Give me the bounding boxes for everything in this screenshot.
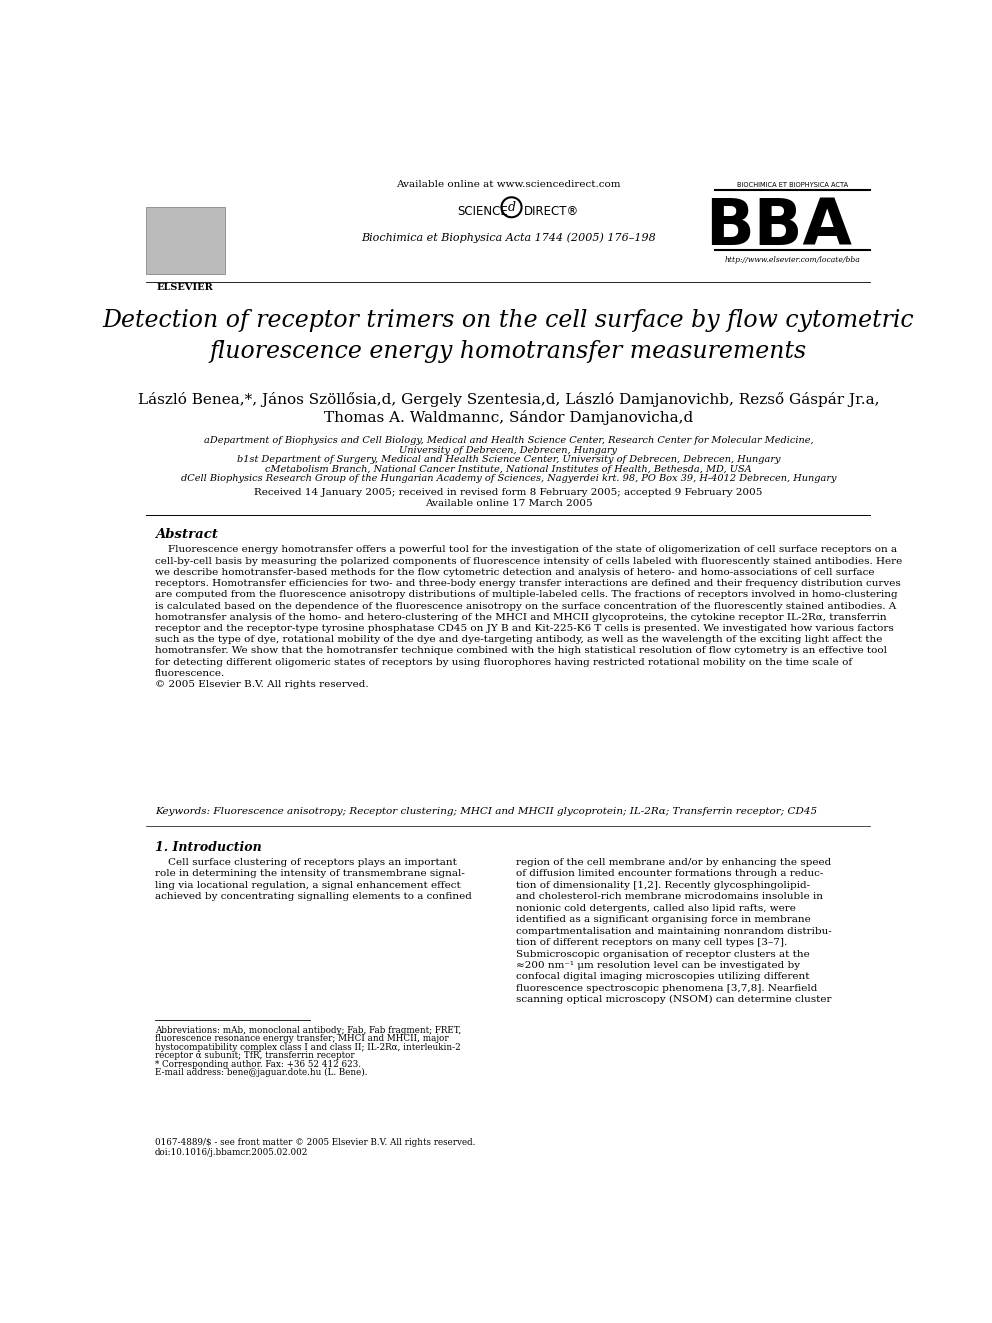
Text: d: d: [508, 201, 516, 214]
Text: hystocompatibility complex class I and class II; IL-2Rα, interleukin-2: hystocompatibility complex class I and c…: [155, 1043, 460, 1052]
Text: BIOCHIMICA ET BIOPHYSICA ACTA: BIOCHIMICA ET BIOPHYSICA ACTA: [737, 181, 848, 188]
Text: b1st Department of Surgery, Medical and Health Science Center, University of Deb: b1st Department of Surgery, Medical and …: [237, 455, 780, 464]
Text: aDepartment of Biophysics and Cell Biology, Medical and Health Science Center, R: aDepartment of Biophysics and Cell Biolo…: [203, 437, 813, 445]
Text: doi:10.1016/j.bbamcr.2005.02.002: doi:10.1016/j.bbamcr.2005.02.002: [155, 1148, 309, 1158]
Text: Biochimica et Biophysica Acta 1744 (2005) 176–198: Biochimica et Biophysica Acta 1744 (2005…: [361, 233, 656, 243]
Text: region of the cell membrane and/or by enhancing the speed
of diffusion limited e: region of the cell membrane and/or by en…: [516, 857, 832, 1004]
Text: fluorescence resonance energy transfer; MHCI and MHCII, major: fluorescence resonance energy transfer; …: [155, 1035, 448, 1044]
Text: Fluorescence energy homotransfer offers a powerful tool for the investigation of: Fluorescence energy homotransfer offers …: [155, 545, 903, 689]
Text: Available online 17 March 2005: Available online 17 March 2005: [425, 499, 592, 508]
Text: * Corresponding author. Fax: +36 52 412 623.: * Corresponding author. Fax: +36 52 412 …: [155, 1060, 361, 1069]
Text: http://www.elsevier.com/locate/bba: http://www.elsevier.com/locate/bba: [725, 255, 861, 263]
Text: László Benea,*, János Szöllősia,d, Gergely Szentesia,d, László Damjanovichb, Rez: László Benea,*, János Szöllősia,d, Gerge…: [138, 392, 879, 407]
Text: receptor α subunit; TfR, transferrin receptor: receptor α subunit; TfR, transferrin rec…: [155, 1052, 354, 1060]
Text: ELSEVIER: ELSEVIER: [157, 283, 213, 292]
FancyBboxPatch shape: [146, 206, 225, 274]
Text: Abstract: Abstract: [155, 528, 218, 541]
Text: Thomas A. Waldmannc, Sándor Damjanovicha,d: Thomas A. Waldmannc, Sándor Damjanovicha…: [323, 410, 693, 425]
Text: 1. Introduction: 1. Introduction: [155, 841, 262, 853]
Text: SCIENCE: SCIENCE: [457, 205, 508, 217]
Text: 0167-4889/$ - see front matter © 2005 Elsevier B.V. All rights reserved.: 0167-4889/$ - see front matter © 2005 El…: [155, 1138, 475, 1147]
Text: University of Debrecen, Debrecen, Hungary: University of Debrecen, Debrecen, Hungar…: [400, 446, 617, 455]
Text: BBA: BBA: [705, 196, 852, 258]
Text: Cell surface clustering of receptors plays an important
role in determining the : Cell surface clustering of receptors pla…: [155, 857, 472, 901]
Text: DIRECT®: DIRECT®: [524, 205, 579, 217]
Text: Received 14 January 2005; received in revised form 8 February 2005; accepted 9 F: Received 14 January 2005; received in re…: [254, 488, 763, 497]
Text: Abbreviations: mAb, monoclonal antibody; Fab, Fab fragment; FRET,: Abbreviations: mAb, monoclonal antibody;…: [155, 1025, 461, 1035]
Text: cMetabolism Branch, National Cancer Institute, National Institutes of Health, Be: cMetabolism Branch, National Cancer Inst…: [265, 464, 752, 474]
Text: Detection of receptor trimers on the cell surface by flow cytometric
fluorescenc: Detection of receptor trimers on the cel…: [102, 308, 915, 363]
Text: E-mail address: bene@jaguar.dote.hu (L. Bene).: E-mail address: bene@jaguar.dote.hu (L. …: [155, 1068, 367, 1077]
Text: Available online at www.sciencedirect.com: Available online at www.sciencedirect.co…: [396, 180, 621, 189]
Text: dCell Biophysics Research Group of the Hungarian Academy of Sciences, Nagyerdei : dCell Biophysics Research Group of the H…: [181, 475, 836, 483]
Text: Keywords: Fluorescence anisotropy; Receptor clustering; MHCI and MHCII glycoprot: Keywords: Fluorescence anisotropy; Recep…: [155, 807, 817, 816]
